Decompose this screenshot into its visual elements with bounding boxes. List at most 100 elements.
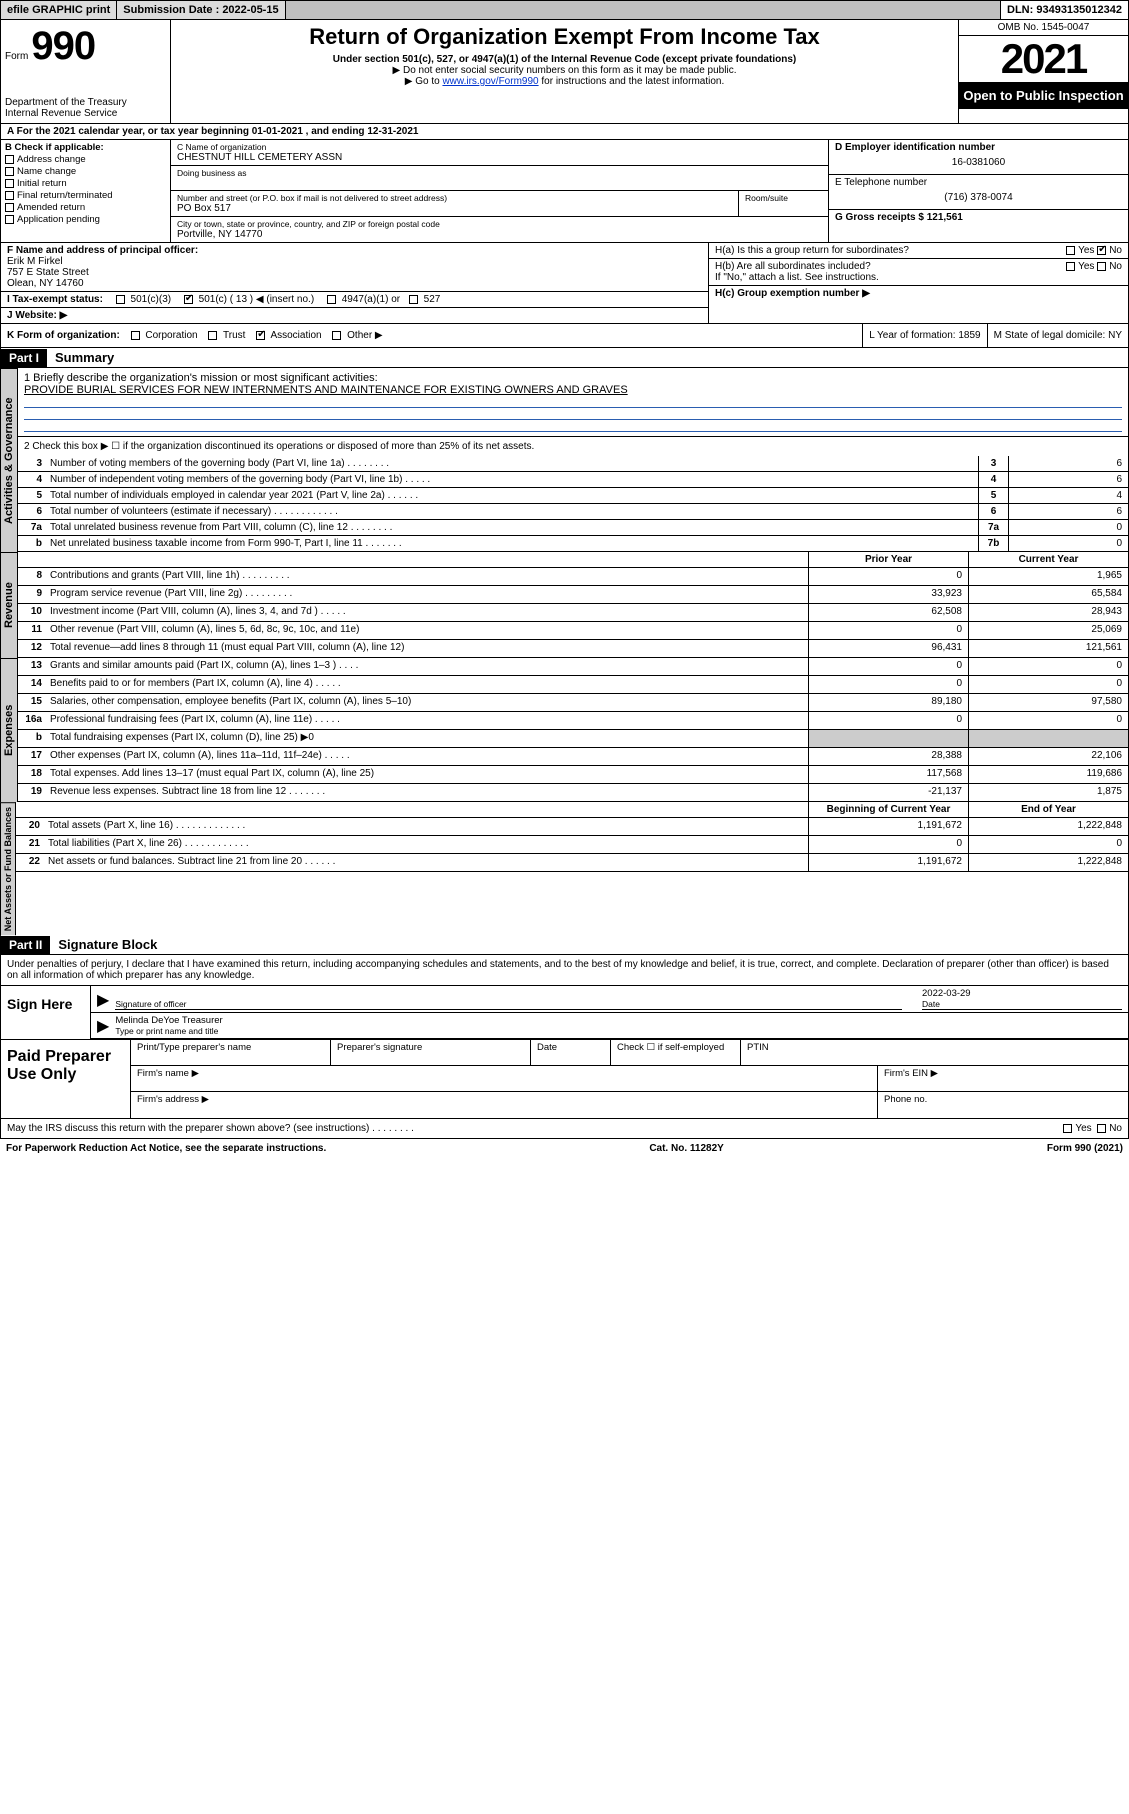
officer-typed-label: Type or print name and title — [115, 1026, 1122, 1036]
revenue-line: 10Investment income (Part VIII, column (… — [18, 604, 1128, 622]
box-c: C Name of organization CHESTNUT HILL CEM… — [171, 140, 828, 242]
box-deg: D Employer identification number 16-0381… — [828, 140, 1128, 242]
chk-amended-return[interactable]: Amended return — [5, 202, 166, 213]
expense-line: 19Revenue less expenses. Subtract line 1… — [18, 784, 1128, 802]
chk-name-change[interactable]: Name change — [5, 166, 166, 177]
box-k: K Form of organization: Corporation Trus… — [1, 324, 862, 347]
officer-addr2: Olean, NY 14760 — [7, 278, 84, 289]
form-title: Return of Organization Exempt From Incom… — [179, 24, 950, 50]
prep-sig-label: Preparer's signature — [331, 1040, 531, 1065]
open-public-badge: Open to Public Inspection — [959, 82, 1128, 109]
summary-line: 6Total number of volunteers (estimate if… — [18, 504, 1128, 520]
box-j: J Website: ▶ — [1, 308, 708, 323]
form-header: Form 990 Department of the Treasury Inte… — [0, 20, 1129, 124]
part1-title: Summary — [47, 348, 122, 367]
tax-year: 2021 — [959, 36, 1128, 82]
note2-pre: ▶ Go to — [405, 76, 443, 87]
paperwork-notice: For Paperwork Reduction Act Notice, see … — [6, 1143, 326, 1154]
form-footer: Form 990 (2021) — [1047, 1143, 1123, 1154]
prep-date-label: Date — [531, 1040, 611, 1065]
summary-line: 7aTotal unrelated business revenue from … — [18, 520, 1128, 536]
phone-value: (716) 378-0074 — [835, 188, 1122, 207]
firm-ein-label: Firm's EIN ▶ — [878, 1066, 1128, 1091]
expense-line: bTotal fundraising expenses (Part IX, co… — [18, 730, 1128, 748]
discuss-row: May the IRS discuss this return with the… — [0, 1119, 1129, 1139]
vtab-revenue: Revenue — [0, 552, 18, 658]
form-subtitle: Under section 501(c), 527, or 4947(a)(1)… — [179, 54, 950, 65]
box-b-title: B Check if applicable: — [5, 142, 104, 153]
paid-preparer-label: Paid Preparer Use Only — [1, 1040, 131, 1118]
submission-date-button[interactable]: Submission Date : 2022-05-15 — [117, 1, 285, 19]
line-1: 1 Briefly describe the organization's mi… — [18, 368, 1128, 437]
street-address: PO Box 517 — [177, 203, 732, 214]
expense-line: 14Benefits paid to or for members (Part … — [18, 676, 1128, 694]
ptin-label: PTIN — [741, 1040, 1128, 1065]
part2-title: Signature Block — [50, 935, 165, 954]
box-m: M State of legal domicile: NY — [987, 324, 1128, 347]
mission-text: PROVIDE BURIAL SERVICES FOR NEW INTERNME… — [24, 384, 1122, 396]
vtab-governance: Activities & Governance — [0, 368, 18, 552]
summary-line: 3Number of voting members of the governi… — [18, 456, 1128, 472]
firm-name-label: Firm's name ▶ — [131, 1066, 878, 1091]
expense-line: 18Total expenses. Add lines 13–17 (must … — [18, 766, 1128, 784]
arrow-icon: ▶ — [97, 990, 109, 1010]
arrow-icon: ▶ — [97, 1016, 109, 1036]
top-bar: efile GRAPHIC print Submission Date : 20… — [0, 0, 1129, 20]
addr-label: Number and street (or P.O. box if mail i… — [177, 193, 732, 203]
revenue-header: Prior Year Current Year — [18, 552, 1128, 568]
box-f: F Name and address of principal officer:… — [1, 243, 708, 292]
sign-here-label: Sign Here — [1, 986, 91, 1039]
form-note1: ▶ Do not enter social security numbers o… — [179, 65, 950, 76]
expense-line: 15Salaries, other compensation, employee… — [18, 694, 1128, 712]
gross-receipts-value: 121,561 — [927, 212, 963, 223]
efile-print-button[interactable]: efile GRAPHIC print — [1, 1, 117, 19]
signature-declaration: Under penalties of perjury, I declare th… — [1, 955, 1128, 986]
ein-value: 16-0381060 — [835, 153, 1122, 172]
revenue-line: 12Total revenue—add lines 8 through 11 (… — [18, 640, 1128, 658]
box-b: B Check if applicable: Address change Na… — [1, 140, 171, 242]
gross-receipts-label: G Gross receipts $ — [835, 212, 924, 223]
revenue-line: 9Program service revenue (Part VIII, lin… — [18, 586, 1128, 604]
box-h-b: H(b) Are all subordinates included? Yes … — [709, 259, 1128, 286]
officer-typed-name: Melinda DeYoe Treasurer — [115, 1015, 1122, 1026]
firm-addr-label: Firm's address ▶ — [131, 1092, 878, 1118]
form-label: Form — [5, 51, 28, 62]
netassets-header: Beginning of Current Year End of Year — [16, 802, 1128, 818]
form-number: 990 — [31, 24, 95, 68]
omb-number: OMB No. 1545-0047 — [959, 20, 1128, 36]
phone-label: E Telephone number — [835, 177, 1122, 188]
part1-badge: Part I — [1, 349, 47, 367]
summary-line: 4Number of independent voting members of… — [18, 472, 1128, 488]
irs-link[interactable]: www.irs.gov/Form990 — [442, 76, 538, 87]
prep-name-label: Print/Type preparer's name — [131, 1040, 331, 1065]
dept-label: Department of the Treasury — [5, 97, 166, 108]
topbar-spacer — [286, 1, 1001, 19]
note2-post: for instructions and the latest informat… — [539, 76, 725, 87]
box-h-a: H(a) Is this a group return for subordin… — [709, 243, 1128, 259]
box-i: I Tax-exempt status: 501(c)(3) 501(c) ( … — [1, 292, 708, 308]
line-2: 2 Check this box ▶ ☐ if the organization… — [18, 437, 1128, 456]
org-name-label: C Name of organization — [177, 142, 822, 152]
org-name: CHESTNUT HILL CEMETERY ASSN — [177, 152, 822, 163]
chk-address-change[interactable]: Address change — [5, 154, 166, 165]
summary-line: 5Total number of individuals employed in… — [18, 488, 1128, 504]
vtab-netassets: Net Assets or Fund Balances — [0, 802, 16, 935]
prep-check-label: Check ☐ if self-employed — [611, 1040, 741, 1065]
line-a: A For the 2021 calendar year, or tax yea… — [0, 124, 1129, 140]
sig-date-label: Date — [922, 999, 1122, 1009]
expense-line: 13Grants and similar amounts paid (Part … — [18, 658, 1128, 676]
chk-initial-return[interactable]: Initial return — [5, 178, 166, 189]
chk-application-pending[interactable]: Application pending — [5, 214, 166, 225]
netassets-line: 21Total liabilities (Part X, line 26) . … — [16, 836, 1128, 854]
ein-label: D Employer identification number — [835, 142, 995, 153]
form-note2: ▶ Go to www.irs.gov/Form990 for instruct… — [179, 76, 950, 87]
summary-line: bNet unrelated business taxable income f… — [18, 536, 1128, 552]
officer-name: Erik M Firkel — [7, 256, 63, 267]
revenue-line: 8Contributions and grants (Part VIII, li… — [18, 568, 1128, 586]
chk-final-return[interactable]: Final return/terminated — [5, 190, 166, 201]
expense-line: 17Other expenses (Part IX, column (A), l… — [18, 748, 1128, 766]
sig-officer-label: Signature of officer — [115, 999, 902, 1009]
city-label: City or town, state or province, country… — [177, 219, 822, 229]
expense-line: 16aProfessional fundraising fees (Part I… — [18, 712, 1128, 730]
netassets-line: 20Total assets (Part X, line 16) . . . .… — [16, 818, 1128, 836]
